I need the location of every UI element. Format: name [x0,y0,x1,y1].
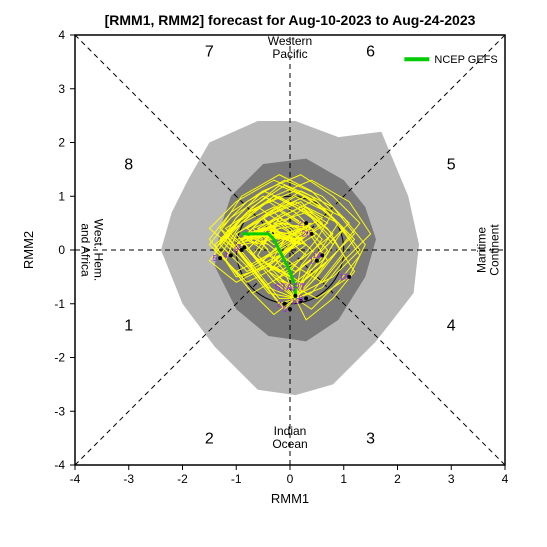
phase-4: 4 [447,318,456,335]
ytick-label: 2 [58,136,65,150]
xtick-label: 2 [394,472,401,486]
xtick-label: 1 [340,472,347,486]
chart-svg: START52108131142025487-4-3-2-101234-4-3-… [0,0,547,547]
phase-7: 7 [205,44,214,61]
svg-text:Indian: Indian [274,424,307,438]
xtick-label: -4 [70,472,81,486]
xtick-label: -3 [123,472,134,486]
region-label-3: MaritimeContinent [475,224,502,276]
phase-6: 6 [366,44,375,61]
point-label-5: 13 [339,273,348,282]
ylabel: RMM2 [21,231,36,269]
phase-8: 8 [124,156,133,173]
mjo-phase-diagram: START52108131142025487-4-3-2-101234-4-3-… [0,0,547,547]
ytick-label: 4 [58,28,65,42]
point-label-10: 5 [213,254,218,263]
phase-1: 1 [124,318,133,335]
point-label-0: START [274,282,306,293]
svg-text:Maritime: Maritime [475,227,489,273]
point-label-8: 20 [302,230,311,239]
ytick-label: 0 [58,243,65,257]
ytick-label: 3 [58,82,65,96]
chart-title: [RMM1, RMM2] forecast for Aug-10-2023 to… [105,12,476,28]
xtick-label: 3 [448,472,455,486]
region-label-1: IndianOcean [272,424,307,451]
svg-text:West. Hem.: West. Hem. [91,219,105,281]
ytick-label: -1 [54,297,65,311]
point-marker-9 [304,221,308,225]
region-label-2: West. Hem.and Africa [78,219,105,281]
xtick-label: 0 [287,472,294,486]
ytick-label: -3 [54,404,65,418]
ytick-label: -4 [54,458,65,472]
point-marker-1 [288,307,292,311]
point-label-2: 2 [277,299,282,308]
ytick-label: 1 [58,189,65,203]
svg-text:and Africa: and Africa [78,223,92,277]
phase-2: 2 [205,431,214,448]
point-label-9: 2 [299,219,304,228]
legend-label: NCEP GEFS [434,54,497,66]
ytick-label: -2 [54,351,65,365]
point-label-4: 8 [299,294,304,303]
region-label-0: WesternPacific [268,34,312,61]
phase-3: 3 [366,431,375,448]
point-label-7: 14 [312,251,321,260]
xtick-label: -2 [177,472,188,486]
point-marker-10 [218,256,222,260]
svg-text:Continent: Continent [488,224,502,276]
point-label-1: 5 [282,305,287,314]
point-marker-2 [283,302,287,306]
svg-text:Ocean: Ocean [272,437,307,451]
svg-text:Western: Western [268,34,312,48]
svg-text:Pacific: Pacific [272,47,307,61]
phase-5: 5 [447,156,456,173]
point-marker-4 [304,296,308,300]
xtick-label: -1 [231,472,242,486]
point-marker-13 [242,245,246,249]
point-label-13: 7 [237,243,242,252]
point-marker-11 [229,253,233,257]
xtick-label: 4 [502,472,509,486]
point-label-11: 4 [223,251,228,260]
xlabel: RMM1 [271,491,309,506]
